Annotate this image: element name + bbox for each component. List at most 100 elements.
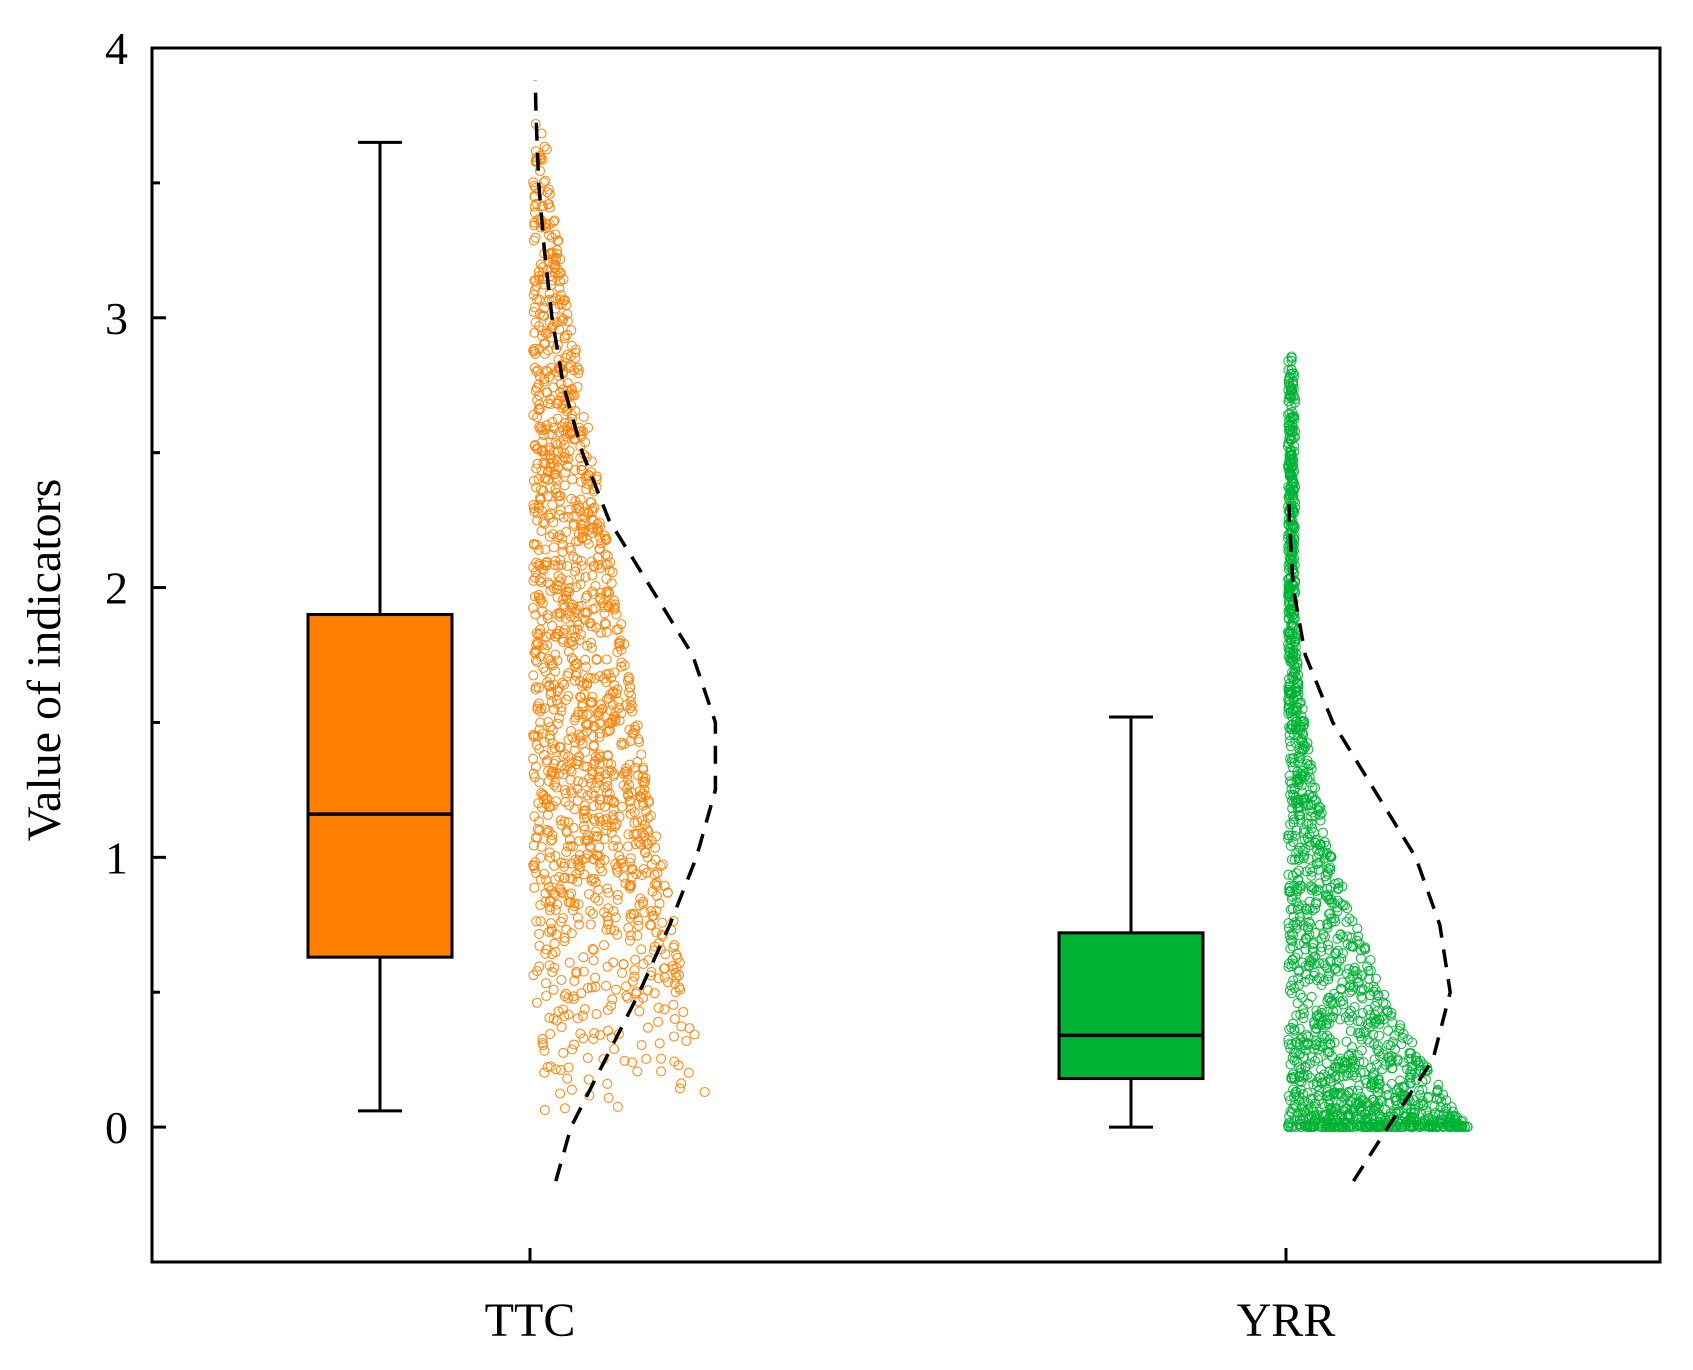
scatter-point bbox=[581, 726, 592, 737]
scatter-point bbox=[587, 908, 598, 919]
x-axis: TTC YRR bbox=[485, 1248, 1335, 1347]
scatter-point bbox=[569, 434, 580, 445]
scatter-point bbox=[1319, 931, 1330, 943]
scatter-point bbox=[528, 729, 539, 740]
scatter-point bbox=[576, 560, 587, 571]
scatter-point bbox=[591, 777, 602, 788]
scatter-point bbox=[539, 141, 550, 152]
scatter-point bbox=[1386, 1051, 1397, 1062]
scatter-point bbox=[572, 710, 583, 721]
scatter-point bbox=[583, 1074, 594, 1085]
y-axis: 0 1 2 3 4 bbox=[105, 23, 166, 1264]
scatter-point bbox=[1446, 1102, 1457, 1113]
scatter-point bbox=[549, 215, 560, 226]
scatter-point bbox=[1417, 1084, 1428, 1095]
scatter-point bbox=[646, 906, 657, 917]
scatter-point bbox=[629, 722, 641, 733]
scatter-point bbox=[582, 1052, 593, 1063]
scatter-point bbox=[554, 495, 565, 506]
scatter-point bbox=[565, 840, 576, 852]
scatter-point bbox=[1297, 992, 1308, 1003]
scatter-point bbox=[541, 144, 552, 155]
scatter-point bbox=[1336, 1097, 1347, 1108]
scatter-point bbox=[545, 585, 556, 596]
density-curve-yrr bbox=[1286, 493, 1452, 1183]
scatter-point bbox=[581, 484, 592, 495]
scatter-point bbox=[1313, 864, 1324, 875]
scatter-point bbox=[530, 609, 541, 620]
scatter-point bbox=[529, 362, 540, 373]
scatter-point bbox=[632, 720, 643, 731]
scatter-point bbox=[1355, 1016, 1366, 1027]
scatter-point bbox=[1360, 944, 1371, 955]
scatter-point bbox=[1317, 827, 1329, 838]
scatter-point bbox=[570, 561, 581, 572]
scatter-point bbox=[1307, 1104, 1318, 1115]
scatter-point bbox=[1349, 1002, 1360, 1013]
scatter-point bbox=[528, 410, 539, 421]
scatter-point bbox=[545, 918, 556, 929]
scatter-point bbox=[528, 289, 539, 301]
scatter-point bbox=[533, 589, 544, 600]
scatter-point bbox=[1295, 773, 1306, 784]
scatter-point bbox=[563, 897, 574, 908]
scatter-point bbox=[1289, 613, 1300, 624]
scatter-point bbox=[534, 343, 545, 354]
scatter-point bbox=[563, 668, 574, 679]
scatter-point bbox=[1291, 798, 1302, 809]
scatter-point bbox=[1283, 869, 1294, 880]
scatter-point bbox=[572, 362, 583, 373]
scatter-point bbox=[668, 942, 679, 953]
scatter-point bbox=[585, 842, 596, 853]
scatter-point bbox=[1288, 959, 1300, 970]
scatter-point bbox=[548, 461, 560, 472]
scatter-point bbox=[560, 467, 571, 478]
scatter-point bbox=[542, 1062, 553, 1073]
scatter-point bbox=[1287, 711, 1298, 722]
scatter-point bbox=[532, 515, 543, 526]
scatter-point bbox=[588, 813, 599, 824]
scatter-point bbox=[559, 936, 570, 947]
scatter-point bbox=[533, 499, 544, 510]
scatter-point bbox=[542, 577, 553, 588]
scatter-point bbox=[1369, 1054, 1380, 1065]
scatter-point bbox=[531, 628, 542, 639]
scatter-point bbox=[1302, 1121, 1313, 1133]
scatter-point bbox=[627, 1057, 638, 1068]
scatter-point bbox=[599, 608, 610, 619]
scatter-point bbox=[1405, 1072, 1416, 1083]
scatter-point bbox=[549, 860, 560, 871]
scatter-point bbox=[568, 551, 579, 562]
scatter-point bbox=[557, 539, 568, 550]
scatter-point bbox=[1328, 1006, 1339, 1017]
scatter-point bbox=[1395, 1122, 1406, 1133]
scatter-point bbox=[547, 660, 558, 671]
scatter-point bbox=[1402, 1091, 1413, 1102]
scatter-point bbox=[585, 497, 597, 508]
scatter-point bbox=[548, 422, 559, 433]
scatter-point bbox=[593, 895, 604, 906]
scatter-point bbox=[542, 613, 553, 624]
scatter-point bbox=[589, 758, 600, 770]
scatter-point bbox=[1386, 1078, 1397, 1089]
scatter-point bbox=[1364, 1120, 1375, 1131]
scatter-point bbox=[580, 835, 591, 846]
scatter-point bbox=[1356, 983, 1367, 995]
scatter-point bbox=[1362, 1034, 1373, 1045]
scatter-point bbox=[554, 607, 565, 618]
scatter-point bbox=[616, 708, 627, 719]
scatter-point bbox=[1323, 889, 1334, 900]
scatter-point bbox=[1302, 922, 1313, 933]
scatter-point bbox=[1287, 935, 1298, 947]
scatter-point bbox=[1284, 930, 1295, 941]
scatter-point bbox=[586, 466, 597, 478]
scatter-point bbox=[548, 1013, 559, 1024]
scatter-point bbox=[529, 220, 540, 231]
scatter-point bbox=[550, 777, 561, 788]
scatter-point bbox=[1356, 991, 1367, 1002]
scatter-point bbox=[564, 445, 575, 457]
scatter-point bbox=[595, 532, 606, 543]
scatter-point bbox=[603, 692, 614, 703]
scatter-point bbox=[609, 599, 621, 610]
x-tick-label: TTC bbox=[485, 1294, 576, 1347]
